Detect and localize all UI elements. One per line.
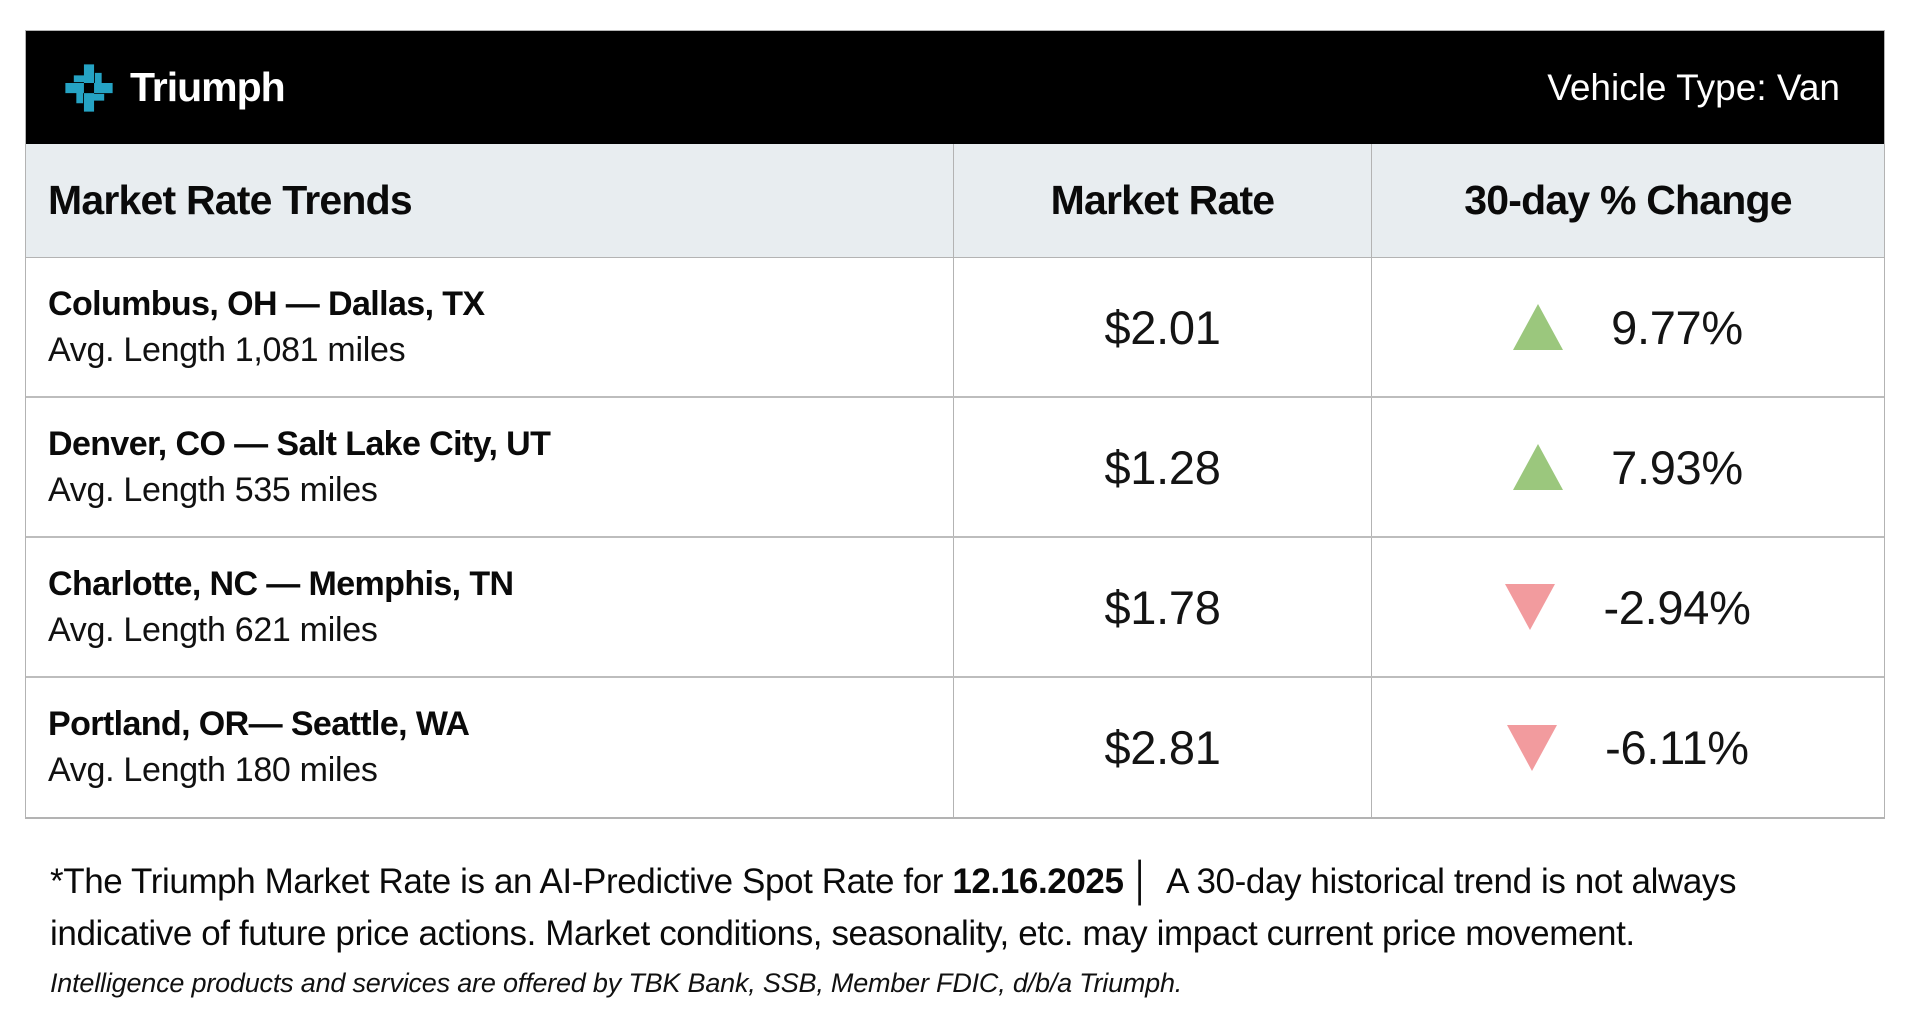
- change-percent: 7.93%: [1611, 440, 1743, 494]
- column-header-market-rate: Market Rate: [953, 144, 1371, 257]
- triumph-cross-icon: [62, 61, 116, 115]
- market-rate-cell: $2.81: [953, 678, 1371, 817]
- brand-name: Triumph: [130, 64, 286, 110]
- table-row: Charlotte, NC — Memphis, TN Avg. Length …: [26, 538, 1884, 678]
- table-row: Portland, OR— Seattle, WA Avg. Length 18…: [26, 678, 1884, 818]
- market-rate-cell: $1.78: [953, 538, 1371, 676]
- brand-banner: Triumph Vehicle Type: Van: [26, 31, 1884, 144]
- brand-lockup: Triumph: [62, 61, 286, 115]
- route-name: Portland, OR— Seattle, WA: [48, 705, 470, 743]
- market-rate-cell: $1.28: [953, 398, 1371, 536]
- disclaimer-text: *The Triumph Market Rate is an AI-Predic…: [50, 855, 1855, 958]
- market-rate-cell: $2.01: [953, 258, 1371, 396]
- route-cell: Denver, CO — Salt Lake City, UT Avg. Len…: [26, 398, 953, 536]
- trend-icon: [1505, 584, 1556, 630]
- table-row: Columbus, OH — Dallas, TX Avg. Length 1,…: [26, 258, 1884, 398]
- trend-icon: [1513, 444, 1564, 490]
- change-cell: 9.77%: [1371, 258, 1884, 396]
- market-rate-card: Triumph Vehicle Type: Van Market Rate Tr…: [25, 30, 1885, 819]
- route-cell: Charlotte, NC — Memphis, TN Avg. Length …: [26, 538, 953, 676]
- change-cell: -2.94%: [1371, 538, 1884, 676]
- route-avg-length: Avg. Length 535 miles: [48, 470, 378, 509]
- vehicle-type-label: Vehicle Type: Van: [1547, 66, 1840, 108]
- trend-icon: [1507, 724, 1558, 771]
- change-percent: -2.94%: [1603, 580, 1751, 634]
- legal-text: Intelligence products and services are o…: [50, 968, 1183, 999]
- route-name: Charlotte, NC — Memphis, TN: [48, 564, 514, 603]
- route-name: Columbus, OH — Dallas, TX: [48, 284, 485, 323]
- report-sheet: Triumph Vehicle Type: Van Market Rate Tr…: [25, 30, 1885, 999]
- separator-bar: │: [1129, 861, 1154, 903]
- route-name: Denver, CO — Salt Lake City, UT: [48, 424, 551, 463]
- column-header-30day-change: 30-day % Change: [1371, 144, 1884, 257]
- route-avg-length: Avg. Length 621 miles: [48, 610, 378, 649]
- change-percent: -6.11%: [1605, 721, 1749, 774]
- table-header-row: Market Rate Trends Market Rate 30-day % …: [26, 144, 1884, 258]
- change-percent: 9.77%: [1611, 300, 1743, 354]
- trend-icon: [1513, 304, 1564, 350]
- column-header-market-rate-trends: Market Rate Trends: [48, 177, 413, 223]
- disclaimer-suffix: A 30-day historical trend is not always …: [50, 862, 1737, 953]
- route-avg-length: Avg. Length 180 miles: [48, 751, 378, 789]
- route-avg-length: Avg. Length 1,081 miles: [48, 330, 406, 369]
- rate-date: 12.16.2025: [952, 862, 1124, 901]
- change-cell: -6.11%: [1371, 678, 1884, 817]
- route-cell: Columbus, OH — Dallas, TX Avg. Length 1,…: [26, 258, 953, 396]
- disclaimer-prefix: *The Triumph Market Rate is an AI-Predic…: [50, 862, 953, 901]
- change-cell: 7.93%: [1371, 398, 1884, 536]
- route-cell: Portland, OR— Seattle, WA Avg. Length 18…: [26, 678, 953, 817]
- table-row: Denver, CO — Salt Lake City, UT Avg. Len…: [26, 398, 1884, 538]
